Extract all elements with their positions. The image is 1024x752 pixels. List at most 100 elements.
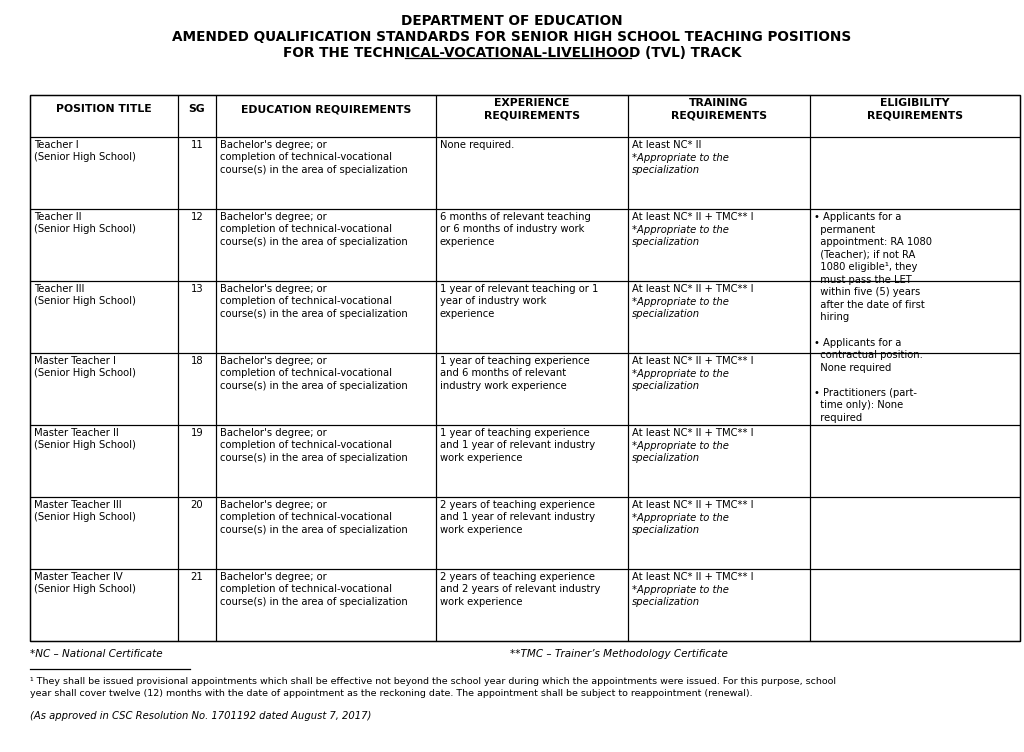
Text: 1 year of teaching experience
and 1 year of relevant industry
work experience: 1 year of teaching experience and 1 year… [440, 428, 595, 462]
Text: 1 year of relevant teaching or 1
year of industry work
experience: 1 year of relevant teaching or 1 year of… [440, 284, 598, 319]
Bar [216, 497, 436, 569]
Bar [30, 569, 178, 641]
Text: At least NC* II + TMC** I: At least NC* II + TMC** I [632, 212, 754, 222]
Text: Bachelor's degree; or
completion of technical-vocational
course(s) in the area o: Bachelor's degree; or completion of tech… [220, 572, 408, 607]
Bar [628, 425, 810, 497]
Text: 2 years of teaching experience
and 1 year of relevant industry
work experience: 2 years of teaching experience and 1 yea… [440, 500, 595, 535]
Bar [216, 95, 436, 137]
Text: *Appropriate to the
specialization: *Appropriate to the specialization [632, 369, 729, 391]
Text: *Appropriate to the
specialization: *Appropriate to the specialization [632, 225, 729, 247]
Text: Bachelor's degree; or
completion of technical-vocational
course(s) in the area o: Bachelor's degree; or completion of tech… [220, 500, 408, 535]
Text: TRAINING
REQUIREMENTS: TRAINING REQUIREMENTS [671, 98, 767, 120]
Text: EDUCATION REQUIREMENTS: EDUCATION REQUIREMENTS [241, 104, 411, 114]
Bar [810, 497, 1020, 569]
Text: *Appropriate to the
specialization: *Appropriate to the specialization [632, 153, 729, 175]
Bar [436, 569, 628, 641]
Text: Master Teacher I
(Senior High School): Master Teacher I (Senior High School) [34, 356, 136, 378]
Text: 12: 12 [190, 212, 204, 222]
Bar [30, 497, 178, 569]
Text: *Appropriate to the
specialization: *Appropriate to the specialization [632, 513, 729, 535]
Bar [178, 425, 216, 497]
Bar [216, 209, 436, 281]
Text: SG: SG [188, 104, 206, 114]
Text: At least NC* II + TMC** I: At least NC* II + TMC** I [632, 572, 754, 582]
Text: FOR THE TECHNICAL-VOCATIONAL-LIVELIHOOD (TVL) TRACK: FOR THE TECHNICAL-VOCATIONAL-LIVELIHOOD … [283, 46, 741, 60]
Bar [628, 353, 810, 425]
Text: (As approved in CSC Resolution No. 1701192 dated August 7, 2017): (As approved in CSC Resolution No. 17011… [30, 711, 372, 721]
Text: 19: 19 [190, 428, 204, 438]
Text: At least NC* II: At least NC* II [632, 140, 701, 150]
Bar [628, 281, 810, 353]
Bar [810, 569, 1020, 641]
Text: AMENDED QUALIFICATION STANDARDS FOR SENIOR HIGH SCHOOL TEACHING POSITIONS: AMENDED QUALIFICATION STANDARDS FOR SENI… [172, 30, 852, 44]
Bar [628, 95, 810, 137]
Bar [30, 209, 178, 281]
Text: Teacher I
(Senior High School): Teacher I (Senior High School) [34, 140, 136, 162]
Text: Bachelor's degree; or
completion of technical-vocational
course(s) in the area o: Bachelor's degree; or completion of tech… [220, 140, 408, 174]
Text: Bachelor's degree; or
completion of technical-vocational
course(s) in the area o: Bachelor's degree; or completion of tech… [220, 428, 408, 462]
Bar [30, 137, 178, 209]
Text: ¹ They shall be issued provisional appointments which shall be effective not bey: ¹ They shall be issued provisional appoi… [30, 677, 836, 698]
Text: Bachelor's degree; or
completion of technical-vocational
course(s) in the area o: Bachelor's degree; or completion of tech… [220, 284, 408, 319]
Text: Teacher II
(Senior High School): Teacher II (Senior High School) [34, 212, 136, 235]
Text: *Appropriate to the
specialization: *Appropriate to the specialization [632, 441, 729, 463]
Bar [30, 95, 178, 137]
Text: Master Teacher III
(Senior High School): Master Teacher III (Senior High School) [34, 500, 136, 523]
Bar [810, 95, 1020, 137]
Bar [436, 137, 628, 209]
Bar [178, 497, 216, 569]
Text: 18: 18 [190, 356, 204, 366]
Bar [436, 353, 628, 425]
Text: At least NC* II + TMC** I: At least NC* II + TMC** I [632, 500, 754, 510]
Text: 13: 13 [190, 284, 204, 294]
Text: **TMC – Trainer’s Methodology Certificate: **TMC – Trainer’s Methodology Certificat… [510, 649, 728, 659]
Bar [216, 137, 436, 209]
Text: Teacher III
(Senior High School): Teacher III (Senior High School) [34, 284, 136, 306]
Bar [436, 95, 628, 137]
Bar [436, 209, 628, 281]
Text: • Applicants for a
  permanent
  appointment: RA 1080
  (Teacher); if not RA
  1: • Applicants for a permanent appointment… [814, 212, 932, 423]
Text: ELIGIBILITY
REQUIREMENTS: ELIGIBILITY REQUIREMENTS [867, 98, 963, 120]
Bar [436, 281, 628, 353]
Text: *NC – National Certificate: *NC – National Certificate [30, 649, 163, 659]
Bar [628, 209, 810, 281]
Bar [216, 569, 436, 641]
Text: 21: 21 [190, 572, 204, 582]
Bar [178, 353, 216, 425]
Text: DEPARTMENT OF EDUCATION: DEPARTMENT OF EDUCATION [401, 14, 623, 28]
Text: 2 years of teaching experience
and 2 years of relevant industry
work experience: 2 years of teaching experience and 2 yea… [440, 572, 600, 607]
Text: Bachelor's degree; or
completion of technical-vocational
course(s) in the area o: Bachelor's degree; or completion of tech… [220, 356, 408, 391]
Text: EXPERIENCE
REQUIREMENTS: EXPERIENCE REQUIREMENTS [484, 98, 580, 120]
Bar [30, 425, 178, 497]
Bar [628, 137, 810, 209]
Bar [178, 569, 216, 641]
Bar [216, 281, 436, 353]
Bar [810, 209, 1020, 281]
Bar [810, 353, 1020, 425]
Bar [628, 497, 810, 569]
Bar [216, 425, 436, 497]
Bar [178, 95, 216, 137]
Text: 20: 20 [190, 500, 204, 510]
Text: Bachelor's degree; or
completion of technical-vocational
course(s) in the area o: Bachelor's degree; or completion of tech… [220, 212, 408, 247]
Bar [178, 281, 216, 353]
Text: *Appropriate to the
specialization: *Appropriate to the specialization [632, 585, 729, 608]
Bar [810, 425, 1020, 497]
Text: 6 months of relevant teaching
or 6 months of industry work
experience: 6 months of relevant teaching or 6 month… [440, 212, 591, 247]
Bar [810, 137, 1020, 209]
Bar [436, 497, 628, 569]
Text: POSITION TITLE: POSITION TITLE [56, 104, 152, 114]
Text: None required.: None required. [440, 140, 514, 150]
Text: 1 year of teaching experience
and 6 months of relevant
industry work experience: 1 year of teaching experience and 6 mont… [440, 356, 590, 391]
Text: Master Teacher II
(Senior High School): Master Teacher II (Senior High School) [34, 428, 136, 450]
Bar [30, 95, 1020, 641]
Text: 11: 11 [190, 140, 204, 150]
Bar [30, 353, 178, 425]
Bar [178, 137, 216, 209]
Bar [216, 353, 436, 425]
Text: At least NC* II + TMC** I: At least NC* II + TMC** I [632, 284, 754, 294]
Bar [436, 425, 628, 497]
Text: At least NC* II + TMC** I: At least NC* II + TMC** I [632, 356, 754, 366]
Bar [178, 209, 216, 281]
Bar [810, 281, 1020, 353]
